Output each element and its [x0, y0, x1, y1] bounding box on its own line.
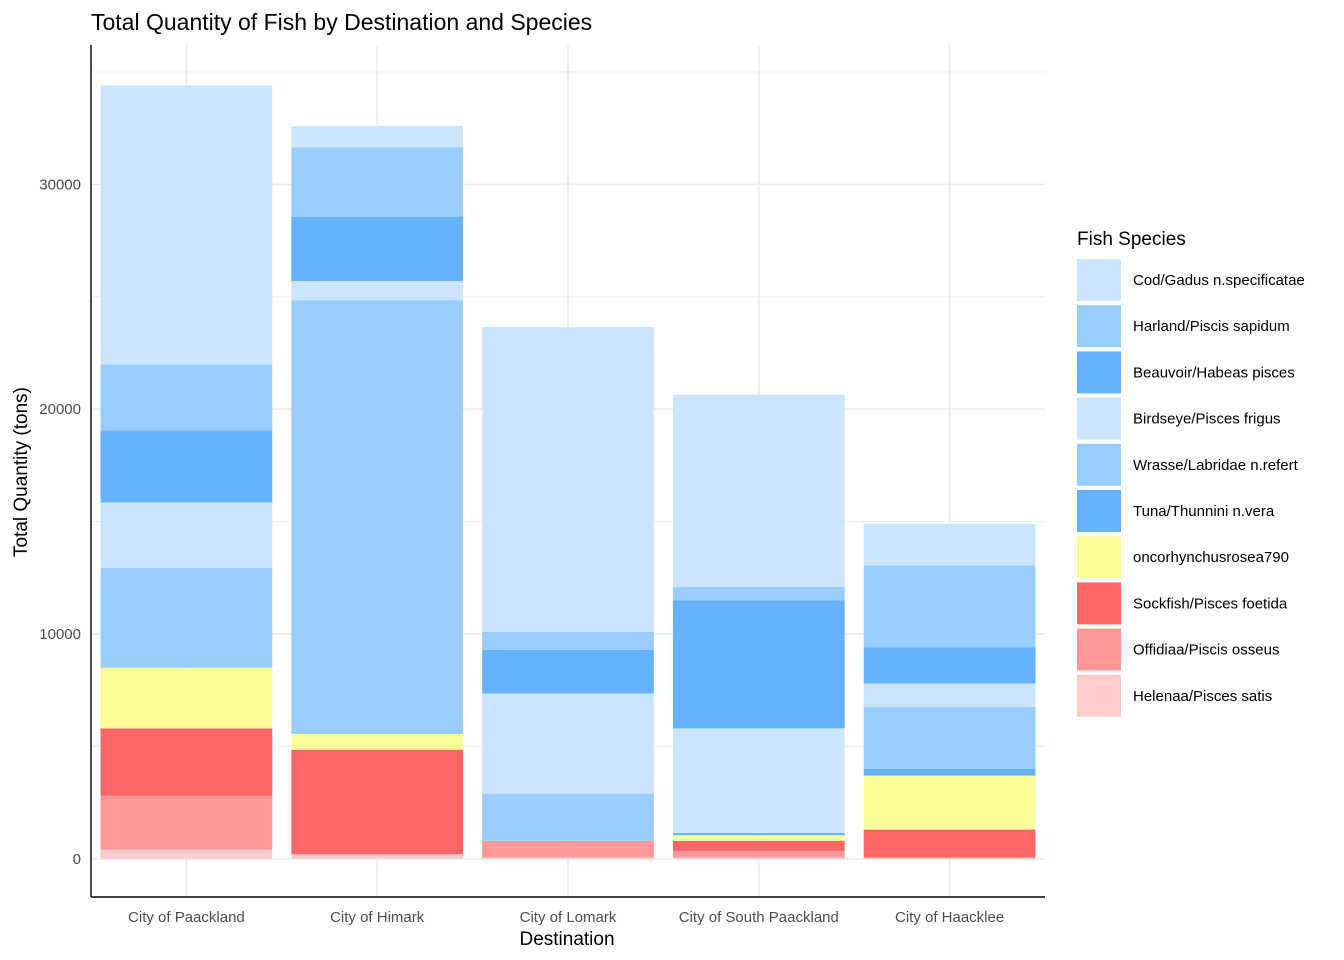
legend-label: Beauvoir/Habeas pisces: [1133, 364, 1295, 381]
legend-key: [1077, 443, 1121, 486]
y-tick-label: 30000: [39, 176, 81, 193]
legend-key: [1077, 628, 1121, 671]
bar-segment: [863, 707, 1036, 769]
bar-segment: [863, 857, 1036, 859]
bar-segment: [100, 430, 273, 503]
bar-segment: [100, 795, 273, 850]
chart-title: Total Quantity of Fish by Destination an…: [91, 9, 592, 35]
y-tick-label: 0: [73, 851, 81, 868]
legend-key: [1077, 490, 1121, 532]
bar-segment: [482, 327, 654, 632]
bar-segment: [672, 394, 845, 587]
bar-segment: [291, 216, 464, 282]
legend-key: [1077, 351, 1121, 394]
bar-segment: [100, 728, 273, 796]
legend-key: [1077, 582, 1121, 625]
bar-segment: [291, 749, 464, 855]
x-axis-title: Destination: [519, 929, 614, 950]
legend-label: Wrasse/Labridae n.refert: [1133, 457, 1299, 474]
bar-segment: [672, 840, 845, 851]
legend-label: Tuna/Thunnini n.vera: [1133, 503, 1275, 520]
bar-segment: [291, 734, 464, 750]
bar-segment: [100, 849, 273, 859]
legend-key: [1077, 305, 1121, 348]
bar-segment: [863, 647, 1036, 684]
bar-segment: [672, 586, 845, 601]
y-axis-title: Total Quantity (tons): [11, 387, 32, 557]
legend-label: Cod/Gadus n.specificatae: [1133, 272, 1305, 289]
bar-segment: [482, 649, 654, 694]
bar-segment: [672, 850, 845, 858]
bar-segment: [672, 600, 845, 729]
legend-label: Helenaa/Pisces satis: [1133, 688, 1272, 705]
bar-segment: [291, 125, 464, 148]
bar-segment: [672, 835, 845, 841]
legend: Fish Species Cod/Gadus n.specificatae Har…: [1077, 229, 1305, 717]
bar-segment: [291, 300, 464, 735]
bar-segment: [863, 523, 1036, 566]
bar-segment: [672, 857, 845, 859]
legend-label: Offidiaa/Piscis osseus: [1133, 642, 1279, 659]
legend-key: [1077, 536, 1121, 579]
axes: [90, 45, 1045, 898]
bar-segment: [863, 683, 1036, 708]
x-tick-labels: City of Paackland City of Himark City of L…: [128, 909, 1004, 926]
bar-segment: [863, 775, 1036, 830]
bar-segment: [100, 502, 273, 568]
bar-segment: [291, 281, 464, 301]
bar-segment: [863, 768, 1036, 776]
bar-segment: [672, 832, 845, 836]
legend-items: Cod/Gadus n.specificatae Harland/Piscis s…: [1077, 259, 1305, 717]
bar-segment: [482, 693, 654, 794]
y-tick-label: 10000: [39, 626, 81, 643]
y-tick-labels: 0 10000 20000 30000: [39, 176, 81, 867]
legend-title: Fish Species: [1077, 229, 1186, 250]
bar-segment: [482, 631, 654, 650]
bar-segment: [100, 567, 273, 668]
legend-key: [1077, 674, 1121, 717]
legend-label: Harland/Piscis sapidum: [1133, 318, 1290, 335]
bar-segment: [672, 728, 845, 833]
x-tick-label: City of Haacklee: [895, 909, 1004, 926]
bar-segment: [100, 85, 273, 365]
bar-segment: [482, 793, 654, 841]
bars: [100, 85, 1036, 859]
x-tick-label: City of Himark: [330, 909, 425, 926]
bar-segment: [482, 857, 654, 859]
bar-segment: [291, 854, 464, 859]
legend-key: [1077, 397, 1121, 440]
bar-segment: [482, 840, 654, 858]
legend-label: Sockfish/Pisces foetida: [1133, 595, 1288, 612]
legend-key: [1077, 259, 1121, 301]
bar-segment: [100, 364, 273, 431]
bar-segment: [863, 565, 1036, 648]
legend-label: Birdseye/Pisces frigus: [1133, 411, 1281, 428]
y-tick-label: 20000: [39, 401, 81, 418]
x-tick-label: City of Paackland: [128, 909, 245, 926]
bar-segment: [863, 829, 1036, 858]
x-tick-label: City of Lomark: [520, 909, 617, 926]
x-tick-label: City of South Paackland: [679, 909, 839, 926]
bar-segment: [291, 147, 464, 217]
legend-label: oncorhynchusrosea790: [1133, 549, 1289, 566]
bar-segment: [100, 667, 273, 729]
